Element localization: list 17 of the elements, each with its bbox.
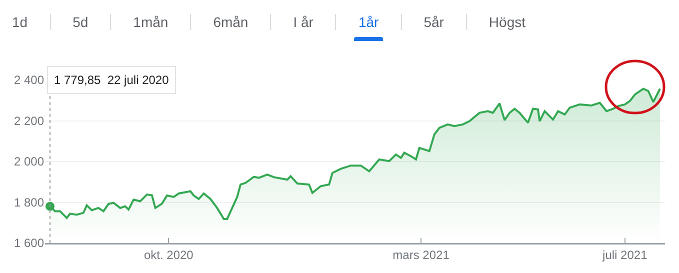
text: 5d (50, 14, 110, 30)
text: I år (270, 14, 336, 30)
ref-line-label: 1 779,85 22 juli 2020 (54, 73, 170, 87)
x-tick-label: mars 2021 (392, 248, 450, 262)
y-tick-label: 2 000 (14, 154, 44, 169)
text: 1mån (110, 14, 190, 30)
text: 1år (335, 14, 401, 30)
text: 1d (12, 14, 29, 30)
x-tick-label: okt. 2020 (144, 248, 194, 262)
text: Högst (466, 14, 548, 30)
text: 5år (400, 14, 466, 30)
y-tick-label: 1 600 (14, 236, 44, 250)
y-tick-label: 1 800 (14, 195, 44, 210)
text: 6mån (190, 14, 270, 30)
y-tick-label: 2 200 (14, 114, 44, 128)
x-tick-label: juli 2021 (602, 248, 648, 262)
y-tick-label: 2 400 (14, 73, 44, 88)
